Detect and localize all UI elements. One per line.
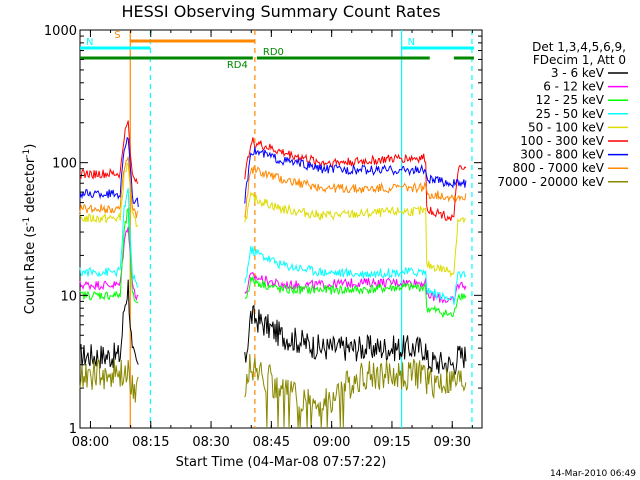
axis-ticks: 08:00 08:15 08:30 08:45 09:00 09:15 09:30 1 10 10… <box>44 24 482 450</box>
series-line <box>79 226 467 304</box>
plot-frame <box>79 29 483 429</box>
series-line <box>79 279 467 376</box>
legend-entry-label: 100 - 300 keV <box>520 134 604 148</box>
legend: Det 1,3,4,5,6,9, FDecim 1, Att 0 3 - 6 k… <box>497 40 628 189</box>
attenuator-flags: S N N RD4 RD0 <box>80 30 474 71</box>
y-tick-label: 1000 <box>44 24 77 39</box>
series-layer <box>79 120 467 429</box>
legend-entry-label: 6 - 12 keV <box>543 80 605 94</box>
legend-entry-label: 12 - 25 keV <box>536 93 605 107</box>
series-line <box>79 120 467 221</box>
flag-label: RD4 <box>227 60 248 71</box>
flag-label: N <box>86 37 93 48</box>
legend-entry-label: 25 - 50 keV <box>536 107 605 121</box>
legend-entry-label: 800 - 7000 keV <box>513 161 605 175</box>
x-tick-label: 08:15 <box>132 435 169 450</box>
y-tick-label: 1 <box>69 422 77 437</box>
series-line <box>79 162 466 278</box>
y-axis-label: Count Rate (s-1 detector-1) <box>22 144 38 315</box>
legend-entry-label: 3 - 6 keV <box>551 66 605 80</box>
y-tick-label: 100 <box>52 157 77 172</box>
x-tick-label: 08:00 <box>72 435 109 450</box>
legend-entry-label: 7000 - 20000 keV <box>497 175 604 189</box>
x-axis-label: Start Time (04-Mar-08 07:57:22) <box>176 455 387 470</box>
legend-header-line-2: FDecim 1, Att 0 <box>533 53 626 67</box>
x-tick-label: 09:30 <box>434 435 471 450</box>
flag-label: S <box>114 30 120 41</box>
x-tick-label: 09:15 <box>373 435 410 450</box>
chart-title: HESSI Observing Summary Count Rates <box>121 2 440 21</box>
vertical-markers <box>129 30 473 428</box>
legend-entry-label: 50 - 100 keV <box>528 120 605 134</box>
series-line <box>79 207 467 318</box>
y-tick-label: 10 <box>60 289 77 304</box>
legend-entry-label: 300 - 800 keV <box>520 148 604 162</box>
x-tick-label: 08:30 <box>192 435 229 450</box>
series-line <box>79 136 467 208</box>
flag-label: RD0 <box>263 47 284 58</box>
flag-label: N <box>408 37 415 48</box>
series-line <box>79 353 467 429</box>
timestamp: 14-Mar-2010 06:49 <box>550 469 636 479</box>
x-tick-label: 08:45 <box>253 435 290 450</box>
series-line <box>79 156 467 218</box>
legend-header-line-1: Det 1,3,4,5,6,9, <box>532 40 626 54</box>
x-tick-label: 09:00 <box>313 435 350 450</box>
series-line <box>79 188 467 305</box>
